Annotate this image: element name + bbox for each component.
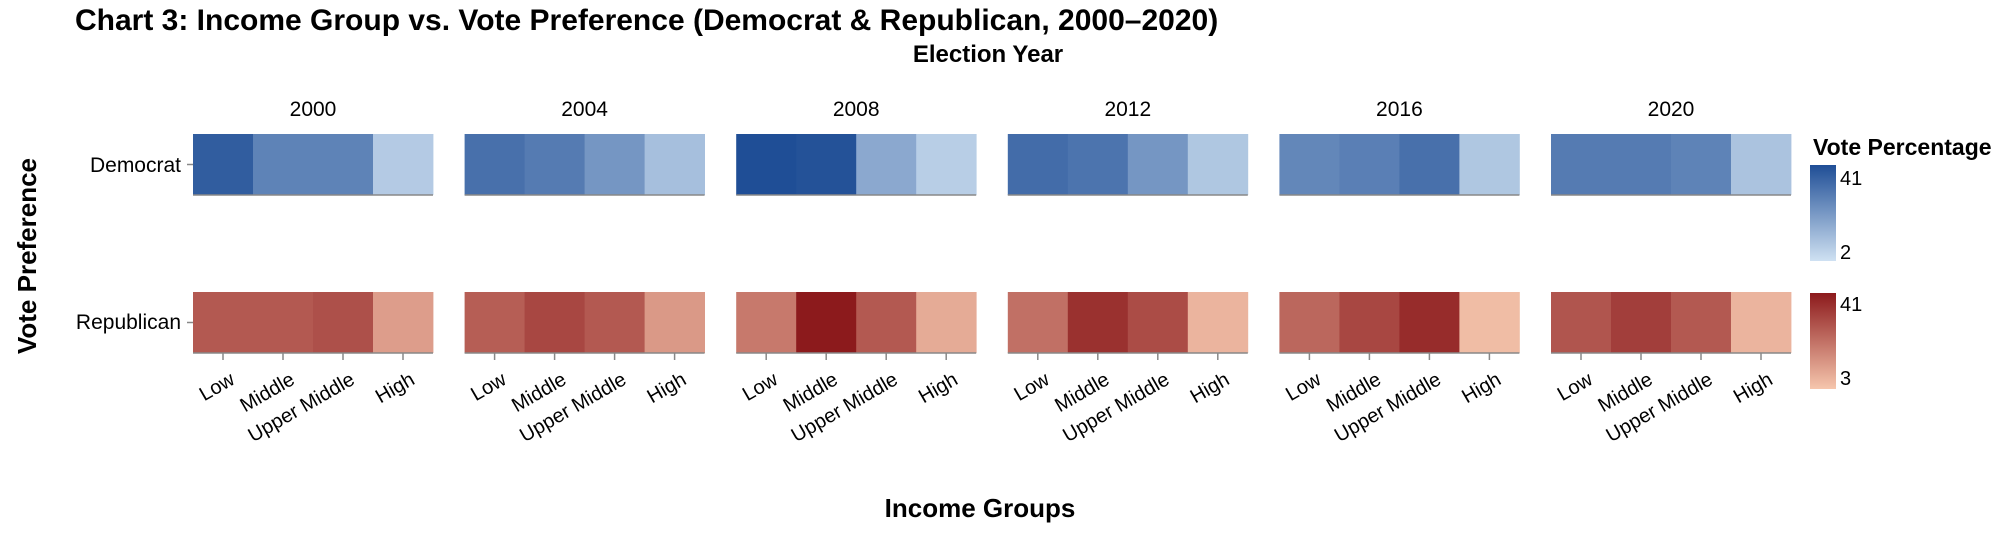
- heatmap-cell-republican-2008-high: [916, 292, 977, 353]
- x-tick-label-2020-high: High: [1730, 368, 1777, 408]
- heatmap-cell-republican-2012-low: [1007, 292, 1069, 353]
- x-tick-label-2004-low: Low: [467, 368, 510, 406]
- heatmap-cell-democrat-2000-upper-middle: [313, 134, 374, 195]
- heatmap-cell-republican-2004-low: [464, 292, 525, 353]
- heatmap-cell-democrat-2008-upper-middle: [856, 134, 917, 195]
- x-tick-label-2004-high: High: [643, 368, 690, 408]
- x-tick-label-2008-high: High: [915, 368, 962, 408]
- heatmap-cell-republican-2012-middle: [1067, 292, 1129, 353]
- column-title: Election Year: [913, 41, 1063, 68]
- x-axis-title: Income Groups: [885, 493, 1076, 523]
- legend-republican-min: 3: [1840, 368, 1851, 390]
- heatmap-cell-republican-2008-middle: [796, 292, 857, 353]
- x-tick-label-2016-high: High: [1458, 368, 1505, 408]
- heatmap-cell-republican-2016-high: [1459, 292, 1520, 353]
- heatmap-cell-republican-2020-upper-middle: [1671, 292, 1732, 353]
- heatmap-cell-democrat-2012-high: [1187, 134, 1249, 195]
- year-label-2008: 2008: [833, 98, 880, 121]
- heatmap-cell-democrat-2000-high: [373, 134, 434, 195]
- heatmap-cell-democrat-2020-middle: [1611, 134, 1672, 195]
- legend-democrat-gradient: [1810, 165, 1836, 261]
- heatmap-cell-democrat-2000-low: [193, 134, 254, 195]
- heatmap-cell-republican-2016-middle: [1339, 292, 1400, 353]
- heatmap-cell-democrat-2004-upper-middle: [584, 134, 645, 195]
- heatmap-cell-republican-2020-middle: [1611, 292, 1672, 353]
- heatmap-cell-democrat-2020-low: [1551, 134, 1612, 195]
- heatmap-cell-republican-2000-low: [193, 292, 254, 353]
- heatmap-cell-republican-2020-low: [1551, 292, 1612, 353]
- year-label-2012: 2012: [1104, 98, 1151, 121]
- heatmap-cell-republican-2004-high: [644, 292, 705, 353]
- year-label-2020: 2020: [1648, 98, 1695, 121]
- heatmap-cell-republican-2008-low: [736, 292, 797, 353]
- x-tick-label-2012-high: High: [1187, 368, 1234, 408]
- heatmap-cell-republican-2012-upper-middle: [1127, 292, 1189, 353]
- heatmap-cell-democrat-2008-low: [736, 134, 797, 195]
- x-tick-label-2020-low: Low: [1554, 368, 1597, 406]
- heatmap-cell-democrat-2016-upper-middle: [1399, 134, 1460, 195]
- legend-republican-max: 41: [1840, 294, 1862, 316]
- heatmap-cell-republican-2016-upper-middle: [1399, 292, 1460, 353]
- heatmap-cell-democrat-2008-high: [916, 134, 977, 195]
- x-tick-label-2016-low: Low: [1282, 368, 1325, 406]
- y-axis-title: Vote Preference: [12, 158, 42, 354]
- heatmap-cell-republican-2004-middle: [524, 292, 585, 353]
- heatmap-cell-republican-2012-high: [1187, 292, 1249, 353]
- heatmap-cell-democrat-2000-middle: [253, 134, 314, 195]
- heatmap-cell-democrat-2004-low: [464, 134, 525, 195]
- heatmap-cell-republican-2004-upper-middle: [584, 292, 645, 353]
- heatmap-cell-democrat-2016-middle: [1339, 134, 1400, 195]
- year-label-2004: 2004: [561, 98, 608, 121]
- x-tick-label-2008-low: Low: [739, 368, 782, 406]
- heatmap-cell-republican-2016-low: [1279, 292, 1340, 353]
- heatmap-cell-republican-2000-high: [373, 292, 434, 353]
- chart-title: Chart 3: Income Group vs. Vote Preferenc…: [75, 4, 1218, 37]
- legend-republican-gradient: [1810, 293, 1836, 389]
- heatmap-cell-republican-2008-upper-middle: [856, 292, 917, 353]
- heatmap-cell-democrat-2012-upper-middle: [1127, 134, 1189, 195]
- row-label-democrat: Democrat: [90, 154, 181, 177]
- heatmap-cell-democrat-2016-high: [1459, 134, 1520, 195]
- legend-democrat-max: 41: [1840, 168, 1862, 190]
- x-tick-label-2000-low: Low: [196, 368, 239, 406]
- heatmap-cell-democrat-2012-low: [1007, 134, 1069, 195]
- heatmap-cell-democrat-2016-low: [1279, 134, 1340, 195]
- heatmap-cell-democrat-2012-middle: [1067, 134, 1129, 195]
- year-label-2000: 2000: [290, 98, 337, 121]
- heatmap-cell-democrat-2004-middle: [524, 134, 585, 195]
- year-label-2016: 2016: [1376, 98, 1423, 121]
- heatmap-cell-republican-2000-middle: [253, 292, 314, 353]
- heatmap-cell-democrat-2020-high: [1731, 134, 1792, 195]
- heatmap-cell-democrat-2020-upper-middle: [1671, 134, 1732, 195]
- heatmap-cell-democrat-2004-high: [644, 134, 705, 195]
- heatmap-cell-republican-2000-upper-middle: [313, 292, 374, 353]
- legend-democrat-min: 2: [1840, 242, 1851, 264]
- heatmap-cell-democrat-2008-middle: [796, 134, 857, 195]
- heatmap-cell-republican-2020-high: [1731, 292, 1792, 353]
- x-tick-label-2000-high: High: [372, 368, 419, 408]
- legend-title: Vote Percentage: [1813, 134, 1992, 160]
- x-tick-label-2012-low: Low: [1011, 368, 1054, 406]
- row-label-republican: Republican: [76, 311, 181, 334]
